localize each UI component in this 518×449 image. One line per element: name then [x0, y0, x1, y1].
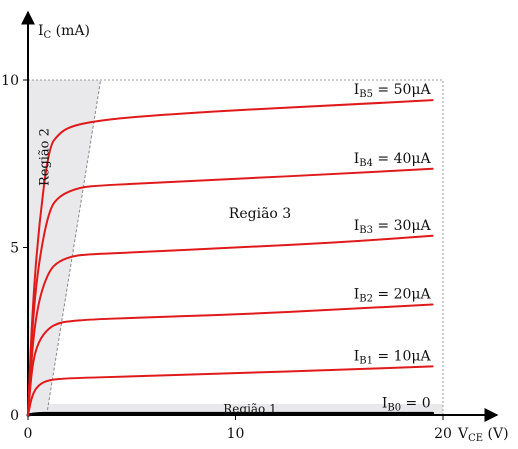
y-axis-label-sub: C [44, 30, 52, 41]
curve-b4 [27, 167, 434, 416]
curve-b1 [27, 365, 434, 416]
curve-b5 [27, 99, 434, 416]
curve-label-b1: IB1 = 10μA [354, 348, 432, 366]
region-3-label: Região 3 [229, 206, 291, 222]
x-axis-label-sub: CE [468, 433, 483, 444]
curve-labels: IB0 = 0 IB1 = 10μA IB2 = 20μA IB3 = 30μA IB4… [354, 82, 432, 413]
axes [21, 10, 499, 422]
curve-label-b4: IB4 = 40μA [354, 151, 432, 169]
saturation-boundary-line [46, 79, 102, 416]
axis-ticks: 0 10 20 0 5 10 [1, 73, 452, 442]
y-axis-label-main: I [38, 23, 44, 39]
y-axis-label: IC (mA) [38, 23, 90, 41]
curve-b2 [27, 303, 434, 416]
y-tick-label: 10 [1, 73, 19, 89]
y-axis-label-unit: (mA) [51, 23, 90, 39]
y-tick-label: 5 [10, 241, 19, 257]
curve-label-b5: IB5 = 50μA [354, 82, 432, 100]
curve-label-b2: IB2 = 20μA [354, 286, 432, 304]
region-1-label: Região 1 [223, 402, 276, 416]
region-2-label: Região 2 [38, 128, 53, 186]
x-tick-label: 0 [24, 426, 33, 442]
x-axis-label: VCE (V) [457, 426, 509, 444]
x-axis-label-unit: (V) [483, 426, 508, 442]
curves [26, 99, 435, 417]
x-tick-label: 10 [227, 426, 245, 442]
y-tick-label: 0 [10, 408, 19, 424]
curve-label-b0: IB0 = 0 [382, 395, 431, 413]
x-axis-label-main: V [457, 426, 469, 442]
curve-b0 [26, 411, 435, 417]
curve-b3 [27, 234, 434, 416]
curve-label-b3: IB3 = 30μA [354, 218, 432, 236]
region-1-shaded-area [28, 404, 443, 415]
x-tick-label: 20 [434, 426, 452, 442]
